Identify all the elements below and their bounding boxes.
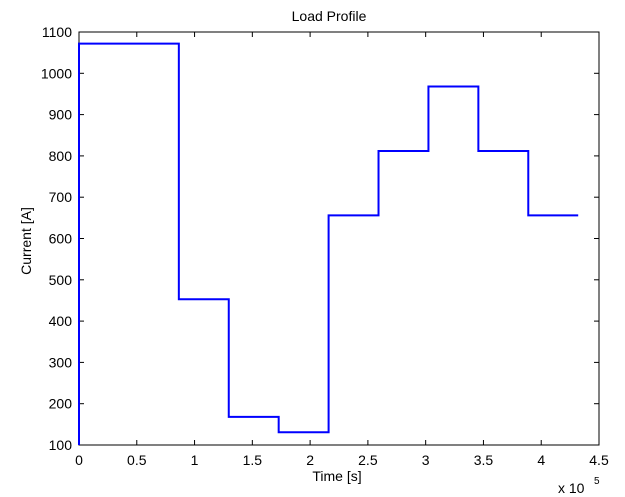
- y-tick-label: 200: [49, 396, 73, 412]
- x-tick-label: 1.5: [243, 452, 263, 468]
- plot-frame: [78, 31, 600, 446]
- y-tick-label: 400: [49, 313, 73, 329]
- load-profile-series-line: [78, 42, 579, 445]
- plot-area: 0 0.5 1 1.5 2 2.5 3 3.5 4 4.5 100 200 300 400 500 600 70…: [41, 24, 609, 468]
- y-tick-label: 700: [49, 189, 73, 205]
- y-tick-label: 1100: [42, 24, 72, 40]
- x-tick-label: 2.5: [358, 452, 378, 468]
- x-axis-multiplier: x 10 5: [558, 476, 600, 496]
- x-tick-label: 0.5: [127, 452, 147, 468]
- chart-title: Load Profile: [292, 8, 367, 24]
- x-tick-label: 4: [537, 452, 545, 468]
- x-axis-multiplier-base: x 10: [558, 480, 585, 496]
- x-tick-label: 2: [306, 452, 314, 468]
- y-tick-label: 1000: [41, 65, 72, 81]
- y-tick-label: 900: [49, 107, 73, 123]
- y-tick-label: 600: [49, 231, 73, 247]
- y-tick-label: 100: [49, 437, 73, 453]
- y-axis-label: Current [A]: [18, 207, 34, 275]
- y-tick-label: 500: [49, 272, 73, 288]
- y-tick-label: 800: [49, 148, 73, 164]
- x-tick-label: 0: [75, 452, 83, 468]
- x-tick-label: 3.5: [474, 452, 494, 468]
- y-tick-label: 300: [49, 354, 73, 370]
- x-axis-multiplier-exponent: 5: [594, 476, 600, 487]
- x-tick-label: 3: [422, 452, 430, 468]
- x-tick-label: 4.5: [589, 452, 609, 468]
- x-tick-label: 1: [191, 452, 199, 468]
- x-axis-label: Time [s]: [312, 468, 361, 484]
